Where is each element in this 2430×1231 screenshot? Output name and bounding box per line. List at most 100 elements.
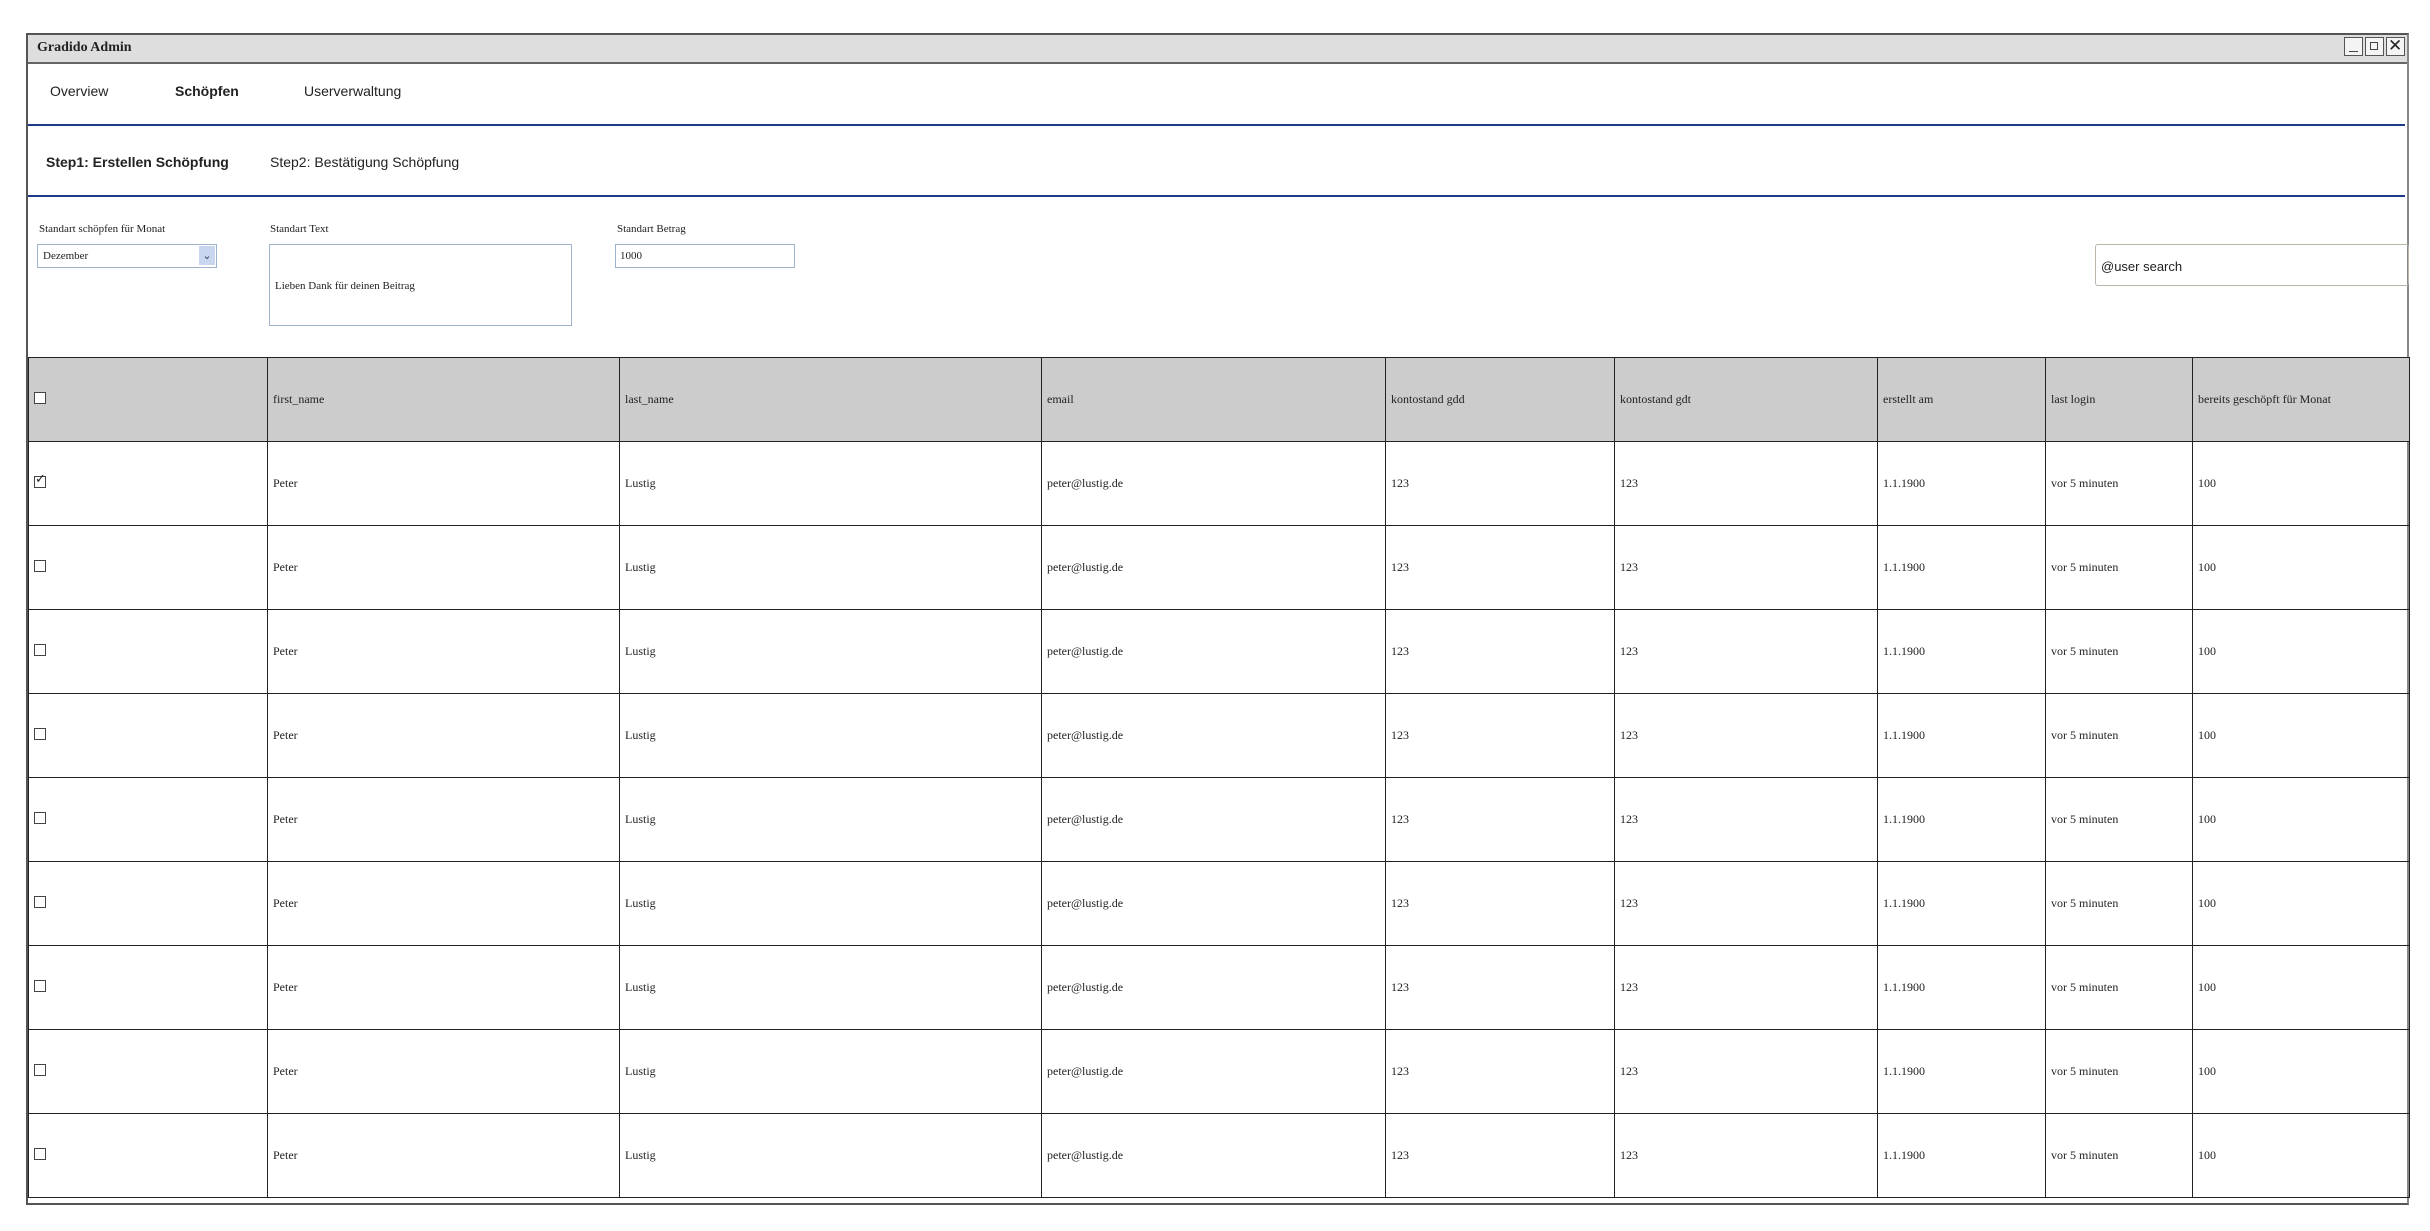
nav-overview[interactable]: Overview xyxy=(50,83,109,99)
month-select[interactable]: Dezember ⌄ xyxy=(37,244,217,268)
divider xyxy=(28,195,2405,197)
row-checkbox[interactable] xyxy=(34,643,46,656)
cell-email: peter@lustig.de xyxy=(1041,861,1386,946)
close-button[interactable]: ✕ xyxy=(2386,36,2405,56)
cell-erstellt-am: 1.1.1900 xyxy=(1877,441,2046,526)
row-checkbox[interactable] xyxy=(34,811,46,824)
chevron-down-icon: ⌄ xyxy=(199,246,215,265)
row-checkbox[interactable] xyxy=(34,895,46,908)
window-title: Gradido Admin xyxy=(37,40,132,55)
cell-first-name: Peter xyxy=(267,1113,620,1198)
cell-last-login: vor 5 minuten xyxy=(2045,1113,2193,1198)
cell-erstellt-am: 1.1.1900 xyxy=(1877,861,2046,946)
cell-last-name: Lustig xyxy=(619,1029,1042,1114)
cell-erstellt-am: 1.1.1900 xyxy=(1877,693,2046,778)
cell-first-name: Peter xyxy=(267,525,620,610)
text-area[interactable]: Lieben Dank für deinen Beitrag xyxy=(269,244,572,326)
cell-last-login: vor 5 minuten xyxy=(2045,609,2193,694)
cell-erstellt-am: 1.1.1900 xyxy=(1877,945,2046,1030)
select-cell xyxy=(28,777,268,862)
cell-last-login: vor 5 minuten xyxy=(2045,441,2193,526)
nav-schoepfen[interactable]: Schöpfen xyxy=(175,83,239,99)
column-header[interactable]: kontostand gdt xyxy=(1614,357,1878,442)
maximize-icon xyxy=(2370,42,2378,50)
cell-kontostand-gdt: 123 xyxy=(1614,1113,1878,1198)
column-header[interactable]: email xyxy=(1041,357,1386,442)
month-label: Standart schöpfen für Monat xyxy=(39,223,166,235)
cell-last-login: vor 5 minuten xyxy=(2045,1029,2193,1114)
cell-email: peter@lustig.de xyxy=(1041,777,1386,862)
column-header[interactable]: last_name xyxy=(619,357,1042,442)
cell-erstellt-am: 1.1.1900 xyxy=(1877,1029,2046,1114)
table-header-row: first_name last_name email kontostand gdd ko… xyxy=(28,357,2410,442)
cell-bereits-gesch-pft-f-r-monat: 100 xyxy=(2192,693,2410,778)
cell-last-name: Lustig xyxy=(619,525,1042,610)
cell-bereits-gesch-pft-f-r-monat: 100 xyxy=(2192,525,2410,610)
cell-email: peter@lustig.de xyxy=(1041,1029,1386,1114)
cell-bereits-gesch-pft-f-r-monat: 100 xyxy=(2192,1029,2410,1114)
step-2-tab[interactable]: Step2: Bestätigung Schöpfung xyxy=(270,154,460,170)
cell-last-name: Lustig xyxy=(619,945,1042,1030)
cell-kontostand-gdd: 123 xyxy=(1385,525,1615,610)
cell-kontostand-gdd: 123 xyxy=(1385,861,1615,946)
column-header[interactable]: last login xyxy=(2045,357,2193,442)
cell-kontostand-gdt: 123 xyxy=(1614,525,1878,610)
cell-kontostand-gdt: 123 xyxy=(1614,441,1878,526)
cell-kontostand-gdt: 123 xyxy=(1614,609,1878,694)
minimize-button[interactable] xyxy=(2344,37,2363,56)
cell-email: peter@lustig.de xyxy=(1041,945,1386,1030)
amount-label: Standart Betrag xyxy=(617,223,686,235)
amount-input[interactable]: 1000 xyxy=(615,244,795,268)
column-header[interactable]: erstellt am xyxy=(1877,357,2046,442)
text-label: Standart Text xyxy=(270,223,329,235)
amount-value: 1000 xyxy=(620,250,642,262)
cell-last-login: vor 5 minuten xyxy=(2045,861,2193,946)
row-checkbox[interactable] xyxy=(34,471,46,488)
select-cell xyxy=(28,945,268,1030)
row-checkbox[interactable] xyxy=(34,727,46,740)
row-checkbox[interactable] xyxy=(34,979,46,992)
user-search-input[interactable]: @user search xyxy=(2095,244,2409,286)
select-cell xyxy=(28,525,268,610)
step-1-tab[interactable]: Step1: Erstellen Schöpfung xyxy=(46,154,229,170)
cell-erstellt-am: 1.1.1900 xyxy=(1877,609,2046,694)
cell-last-name: Lustig xyxy=(619,693,1042,778)
cell-last-name: Lustig xyxy=(619,777,1042,862)
select-cell xyxy=(28,861,268,946)
cell-erstellt-am: 1.1.1900 xyxy=(1877,525,2046,610)
cell-bereits-gesch-pft-f-r-monat: 100 xyxy=(2192,609,2410,694)
row-checkbox[interactable] xyxy=(34,1063,46,1076)
column-header[interactable]: kontostand gdd xyxy=(1385,357,1615,442)
nav-userverwaltung[interactable]: Userverwaltung xyxy=(304,83,402,99)
select-all-cell xyxy=(28,357,268,442)
cell-kontostand-gdd: 123 xyxy=(1385,441,1615,526)
column-header[interactable]: bereits geschöpft für Monat xyxy=(2192,357,2410,442)
maximize-button[interactable] xyxy=(2365,37,2384,56)
cell-kontostand-gdt: 123 xyxy=(1614,945,1878,1030)
table-row[interactable]: PeterLustigpeter@lustig.de1231231.1.1900… xyxy=(28,441,2410,526)
row-checkbox[interactable] xyxy=(34,1147,46,1160)
cell-kontostand-gdt: 123 xyxy=(1614,861,1878,946)
cell-last-name: Lustig xyxy=(619,609,1042,694)
column-header[interactable]: first_name xyxy=(267,357,620,442)
cell-last-login: vor 5 minuten xyxy=(2045,945,2193,1030)
cell-erstellt-am: 1.1.1900 xyxy=(1877,1113,2046,1198)
cell-kontostand-gdd: 123 xyxy=(1385,1029,1615,1114)
cell-first-name: Peter xyxy=(267,609,620,694)
select-cell xyxy=(28,1113,268,1198)
cell-kontostand-gdt: 123 xyxy=(1614,1029,1878,1114)
cell-bereits-gesch-pft-f-r-monat: 100 xyxy=(2192,945,2410,1030)
search-placeholder: @user search xyxy=(2101,259,2183,274)
select-all-checkbox[interactable] xyxy=(34,391,46,404)
app-window: Gradido Admin ✕ Overview Schöpfen Userve… xyxy=(26,33,2410,1205)
cell-last-name: Lustig xyxy=(619,441,1042,526)
row-checkbox[interactable] xyxy=(34,559,46,572)
